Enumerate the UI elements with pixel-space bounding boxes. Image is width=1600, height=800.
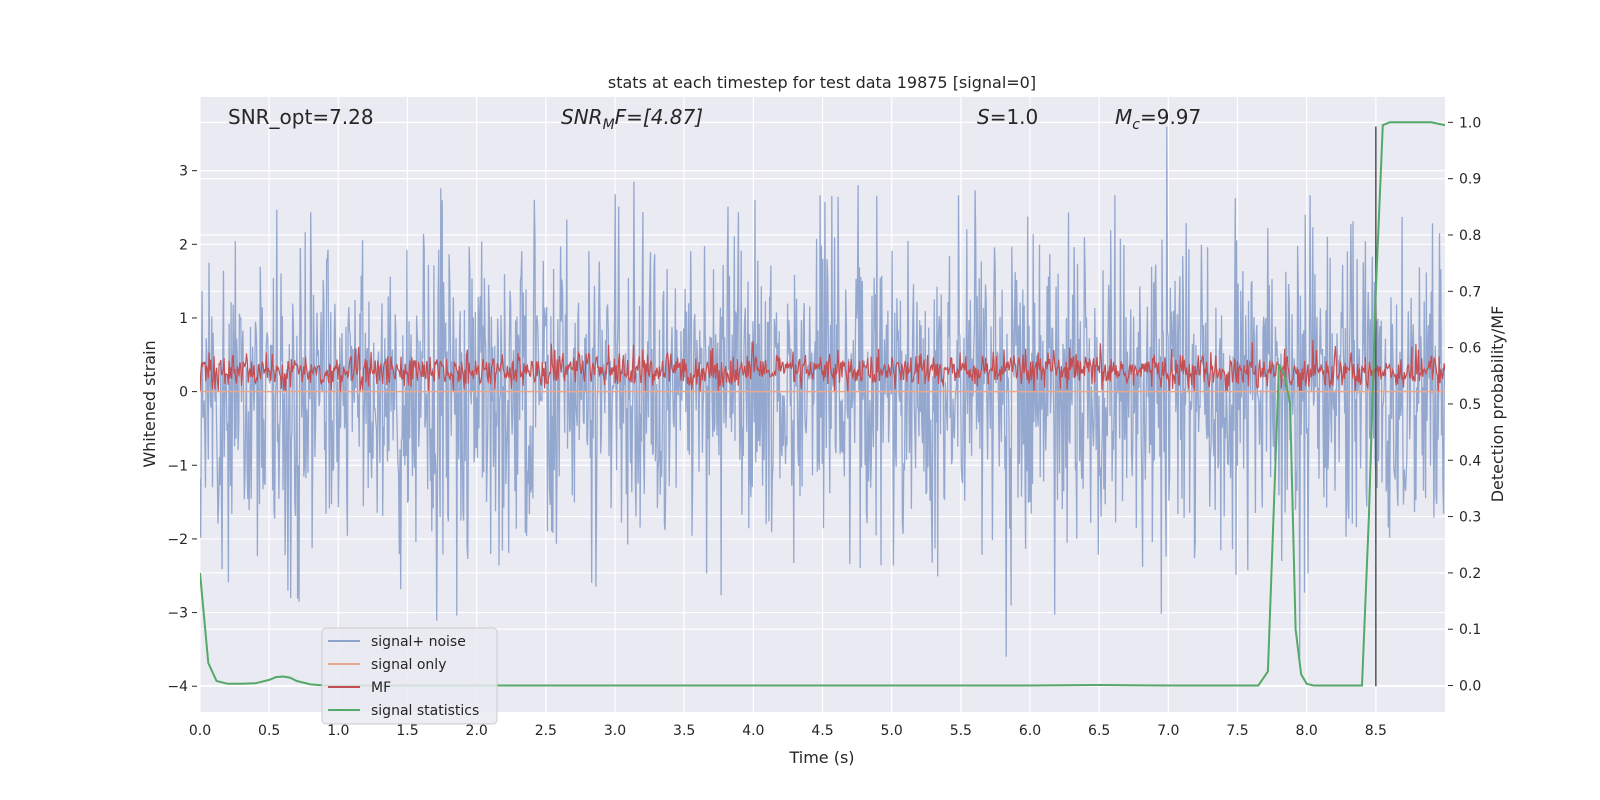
y-axis-ticks: −4 −3 −2 −1 0 1 2 3 bbox=[167, 164, 197, 695]
right-tick-label: 0.3 bbox=[1459, 510, 1481, 526]
signal-noise-line bbox=[200, 126, 1445, 657]
chart-title: stats at each timestep for test data 198… bbox=[608, 73, 1036, 92]
x-tick-label: 6.0 bbox=[1019, 723, 1041, 739]
right-axis-ticks: 0.0 0.1 0.2 0.3 0.4 0.5 0.6 0.7 0.8 0.9 1.0 bbox=[1448, 115, 1481, 695]
x-tick-label: 4.0 bbox=[742, 723, 764, 739]
legend: signal+ noise signal only MF signal stat… bbox=[321, 627, 498, 725]
x-tick-label: 5.0 bbox=[881, 723, 903, 739]
y-tick-label: 2 bbox=[179, 237, 188, 253]
x-tick-label: 1.0 bbox=[327, 723, 349, 739]
annotation-mc: Mc=9.97 bbox=[1115, 105, 1201, 133]
legend-label-mf: MF bbox=[371, 680, 391, 696]
right-tick-label: 0.1 bbox=[1459, 622, 1481, 638]
right-tick-label: 0.4 bbox=[1459, 453, 1481, 469]
x-tick-label: 8.5 bbox=[1365, 723, 1387, 739]
y-tick-label: −2 bbox=[167, 532, 188, 548]
right-tick-label: 0.0 bbox=[1459, 679, 1481, 695]
x-axis-ticks: 0.0 0.5 1.0 1.5 2.0 2.5 3.0 3.5 4.0 4.5 5.0 5.5 6.0 6… bbox=[189, 723, 1387, 739]
x-tick-label: 6.5 bbox=[1088, 723, 1110, 739]
annotation-snr-mf: SNRMF=[4.87] bbox=[561, 105, 703, 133]
right-tick-label: 0.6 bbox=[1459, 341, 1481, 357]
right-tick-label: 0.8 bbox=[1459, 228, 1481, 244]
x-tick-label: 2.5 bbox=[535, 723, 557, 739]
annotation-s: S=1.0 bbox=[977, 105, 1038, 129]
legend-box bbox=[321, 627, 498, 725]
y-tick-label: −1 bbox=[167, 458, 188, 474]
x-tick-label: 7.5 bbox=[1226, 723, 1248, 739]
right-tick-label: 1.0 bbox=[1459, 115, 1481, 131]
legend-label-signal-only: signal only bbox=[371, 657, 446, 673]
legend-label-signal-statistics: signal statistics bbox=[371, 703, 479, 719]
y-tick-label: 3 bbox=[179, 164, 188, 180]
x-tick-label: 3.5 bbox=[673, 723, 695, 739]
right-tick-label: 0.2 bbox=[1459, 566, 1481, 582]
right-tick-label: 0.5 bbox=[1459, 397, 1481, 413]
x-tick-label: 2.0 bbox=[466, 723, 488, 739]
x-tick-label: 7.0 bbox=[1157, 723, 1179, 739]
annotation-snr-opt: SNR_opt=7.28 bbox=[228, 105, 374, 129]
y-tick-label: 1 bbox=[179, 311, 188, 327]
x-tick-label: 8.0 bbox=[1296, 723, 1318, 739]
x-tick-label: 3.0 bbox=[604, 723, 626, 739]
x-tick-label: 0.5 bbox=[258, 723, 280, 739]
y-tick-label: −3 bbox=[167, 606, 188, 622]
x-tick-label: 0.0 bbox=[189, 723, 211, 739]
x-axis-label: Time (s) bbox=[788, 748, 854, 767]
x-tick-label: 4.5 bbox=[811, 723, 833, 739]
y-axis-label: Whitened strain bbox=[140, 340, 159, 467]
mf-line bbox=[200, 340, 1445, 392]
right-tick-label: 0.7 bbox=[1459, 284, 1481, 300]
legend-label-signal-noise: signal+ noise bbox=[371, 634, 466, 650]
right-tick-label: 0.9 bbox=[1459, 172, 1481, 188]
x-tick-label: 5.5 bbox=[950, 723, 972, 739]
y-tick-label: −4 bbox=[167, 679, 188, 695]
y-tick-label: 0 bbox=[179, 385, 188, 401]
signal-statistics-line bbox=[200, 121, 1445, 687]
right-axis-label: Detection probability/MF bbox=[1488, 306, 1507, 503]
x-tick-label: 1.5 bbox=[396, 723, 418, 739]
